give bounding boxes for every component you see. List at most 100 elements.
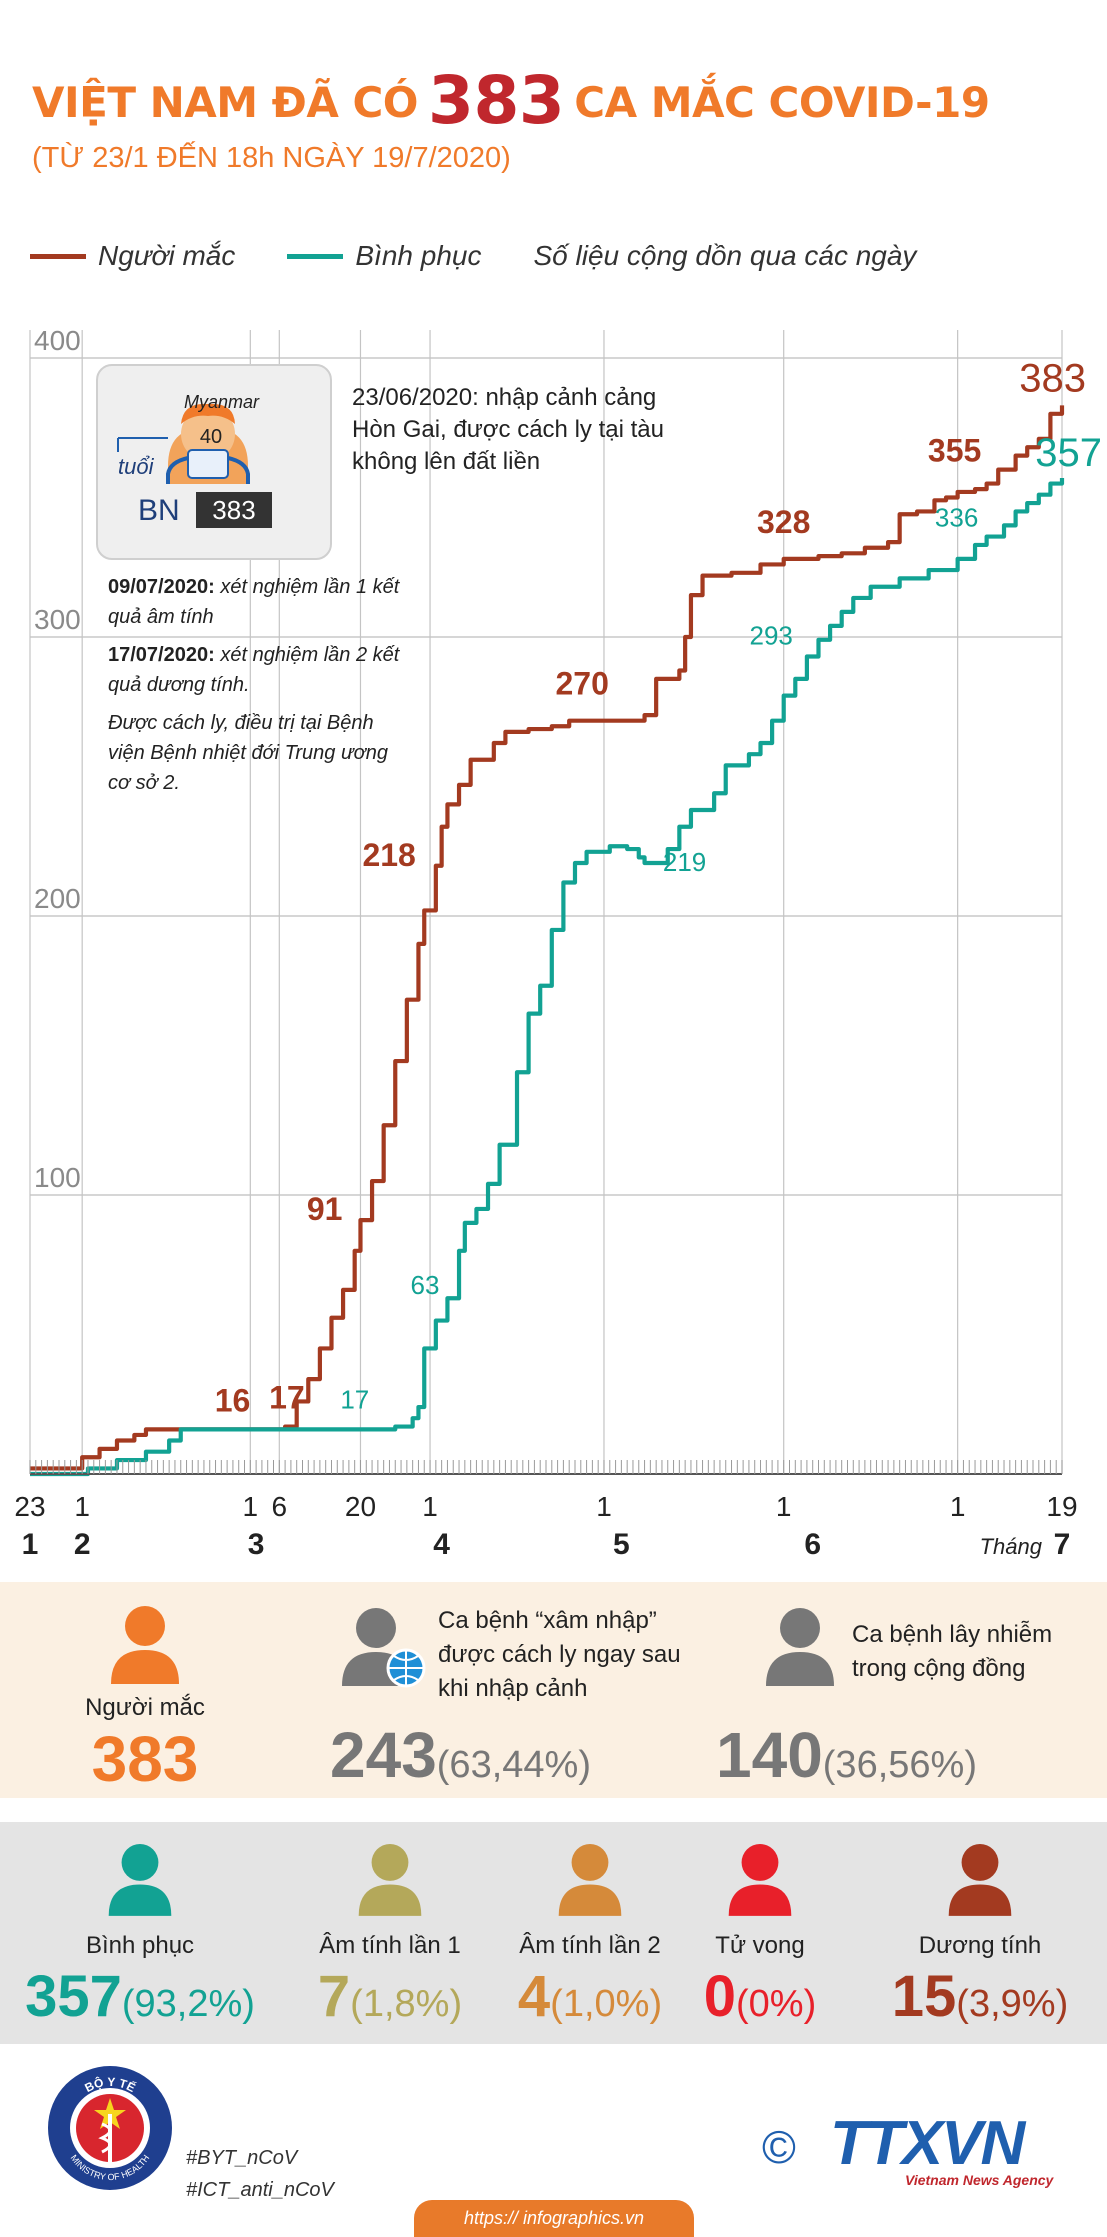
x-day-label-6: 1	[596, 1491, 612, 1522]
person-icon-gray	[766, 1608, 834, 1686]
stat-total-cases-value: 383	[91, 1723, 199, 1795]
outcome-positive-value: 15	[891, 1964, 957, 2029]
y-tick-100: 100	[34, 1162, 81, 1193]
note-treatment: Được cách ly, điều trị tại Bệnh viện Bện…	[108, 712, 388, 794]
outcome-positive-label: Dương tính	[918, 1932, 1042, 1959]
note-test2-date: 17/07/2020:	[108, 644, 215, 666]
chart-series	[30, 405, 1065, 1477]
copyright-icon: ©	[762, 2121, 796, 2173]
person-icon-amber	[558, 1844, 622, 1916]
outcome-negative-2-figure: 4(1,0%)	[500, 1962, 680, 2039]
x-month-label-5: 6	[804, 1528, 821, 1561]
data-label-cases-218: 218	[362, 837, 415, 873]
ministry-of-health-logo: BỘ Y TẾ MINISTRY OF HEALTH	[48, 2066, 172, 2190]
moh-top-text: BỘ Y TẾ	[82, 2075, 138, 2096]
x-month-word: Tháng	[980, 1534, 1043, 1559]
x-day-label-9: 19	[1046, 1491, 1077, 1522]
outcome-death-label: Tử vong	[715, 1932, 805, 1959]
stat-imported-value: 243	[330, 1719, 437, 1791]
stat-community: 140(36,56%)	[716, 1720, 977, 1800]
stat-total-cases: Người mắc 383	[40, 1604, 250, 1794]
person-icon-darkred	[948, 1844, 1012, 1916]
outcome-negative-2-label: Âm tính lần 2	[519, 1932, 661, 1959]
outcome-negative-1-label: Âm tính lần 1	[319, 1932, 461, 1959]
person-icon-red	[728, 1844, 792, 1916]
title-number: 383	[428, 62, 565, 139]
stat-imported: 243(63,44%)	[330, 1720, 591, 1800]
footer-url-bar: https:// infographics.vn	[414, 2200, 694, 2237]
stat-imported-label: Ca bệnh “xâm nhập” được cách ly ngay sau…	[438, 1607, 681, 1702]
x-month-label-4: 5	[613, 1528, 630, 1561]
note-test1-date: 09/07/2020:	[108, 576, 215, 598]
x-day-label-1: 1	[74, 1491, 90, 1522]
patient-country: Myanmar	[184, 392, 260, 412]
stat-community-pct: (36,56%)	[822, 1744, 977, 1786]
x-day-label-3: 6	[272, 1491, 288, 1522]
legend-note-text: Số liệu cộng dồn qua các ngày	[533, 240, 917, 271]
x-day-label-4: 20	[345, 1491, 376, 1522]
patient-383-card: Myanmar 40 tuổi BN 383	[96, 364, 332, 560]
hashtag-ict: #ICT_anti_nCoV	[186, 2179, 334, 2201]
note-test2-text: xét nghiệm lần 2 kết quả dương tính.	[108, 644, 400, 696]
chart-labels: 16 17 91 218 270 328 355 383 17 63 219 293 336 357	[215, 356, 1102, 1418]
page-subtitle: (TỪ 23/1 ĐẾN 18h NGÀY 19/7/2020)	[32, 142, 511, 174]
person-globe-icon	[342, 1608, 426, 1688]
hashtag-byt: #BYT_nCoV	[186, 2147, 298, 2169]
person-icon-teal	[108, 1844, 172, 1916]
patient-bn-number: 383	[196, 492, 272, 528]
data-label-cases-16: 16	[215, 1382, 251, 1418]
x-month-label-3: 4	[433, 1528, 450, 1561]
outcome-death-value: 0	[703, 1964, 737, 2029]
y-tick-200: 200	[34, 883, 81, 914]
x-month-label-2: 3	[248, 1528, 265, 1561]
chart-legend: Người mắc Bình phục Số liệu cộng dồn qua…	[30, 236, 968, 276]
data-label-recovered-63: 63	[411, 1270, 440, 1300]
data-label-cases-270: 270	[555, 666, 608, 702]
outcome-death-pct: (0%)	[736, 1983, 817, 2025]
hashtags: #BYT_nCoV #ICT_anti_nCoV	[186, 2142, 334, 2206]
outcome-death-figure: 0(0%)	[680, 1962, 840, 2039]
title-post: CA MẮC COVID-19	[574, 78, 990, 127]
x-day-label-0: 23	[14, 1491, 45, 1522]
data-label-recovered-357: 357	[1035, 431, 1102, 475]
person-icon-orange	[111, 1606, 179, 1684]
data-label-cases-328: 328	[757, 504, 810, 540]
outcome-negative-1: Âm tính lần 1 7(1,8%)	[300, 1842, 480, 2039]
legend-swatch-recovered	[287, 253, 344, 259]
ttxvn-subtitle: Vietnam News Agency	[905, 2172, 1054, 2188]
outcome-recovered: Bình phục 357(93,2%)	[10, 1842, 270, 2039]
outcome-recovered-figure: 357(93,2%)	[10, 1962, 270, 2039]
outcome-negative-2-pct: (1,0%)	[550, 1983, 663, 2025]
x-day-label-8: 1	[950, 1491, 966, 1522]
note-test-history: 09/07/2020: xét nghiệm lần 1 kết quả âm …	[108, 572, 408, 806]
data-label-recovered-336: 336	[935, 503, 978, 533]
footer-url-link[interactable]: https:// infographics.vn	[463, 2208, 645, 2228]
data-label-cases-355: 355	[928, 433, 981, 469]
data-label-cases-383: 383	[1019, 356, 1086, 400]
legend-item-recovered: Bình phục	[287, 240, 481, 272]
outcome-death: Tử vong 0(0%)	[680, 1842, 840, 2039]
outcome-negative-1-value: 7	[317, 1964, 351, 2029]
legend-label-recovered: Bình phục	[355, 240, 482, 271]
stat-total-cases-label: Người mắc	[85, 1694, 205, 1721]
note-entry-date: 23/06/2020: nhập cảnh cảng Hòn Gai, được…	[352, 384, 664, 475]
outcome-recovered-label: Bình phục	[85, 1932, 195, 1959]
x-day-label-5: 1	[422, 1491, 438, 1522]
data-label-cases-17: 17	[269, 1380, 305, 1416]
patient-avatar-icon	[117, 403, 250, 484]
data-label-recovered-219: 219	[663, 847, 706, 877]
legend-label-cases: Người mắc	[98, 240, 236, 271]
data-label-recovered-293: 293	[750, 621, 793, 651]
patient-age: 40	[199, 426, 223, 448]
person-icon-olive	[358, 1844, 422, 1916]
data-label-recovered-17: 17	[340, 1385, 369, 1415]
outcome-recovered-pct: (93,2%)	[121, 1983, 255, 2025]
legend-swatch-cases	[30, 253, 86, 259]
chart-grid: 100 200 300 400	[29, 325, 1063, 1474]
case-summary-panel: Người mắc 383 Ca bệnh “xâm nhập” được cá…	[0, 1582, 1107, 1798]
svg-text:BỘ Y TẾ: BỘ Y TẾ	[82, 2075, 138, 2096]
y-tick-300: 300	[34, 604, 81, 635]
stat-community-value: 140	[716, 1719, 823, 1791]
